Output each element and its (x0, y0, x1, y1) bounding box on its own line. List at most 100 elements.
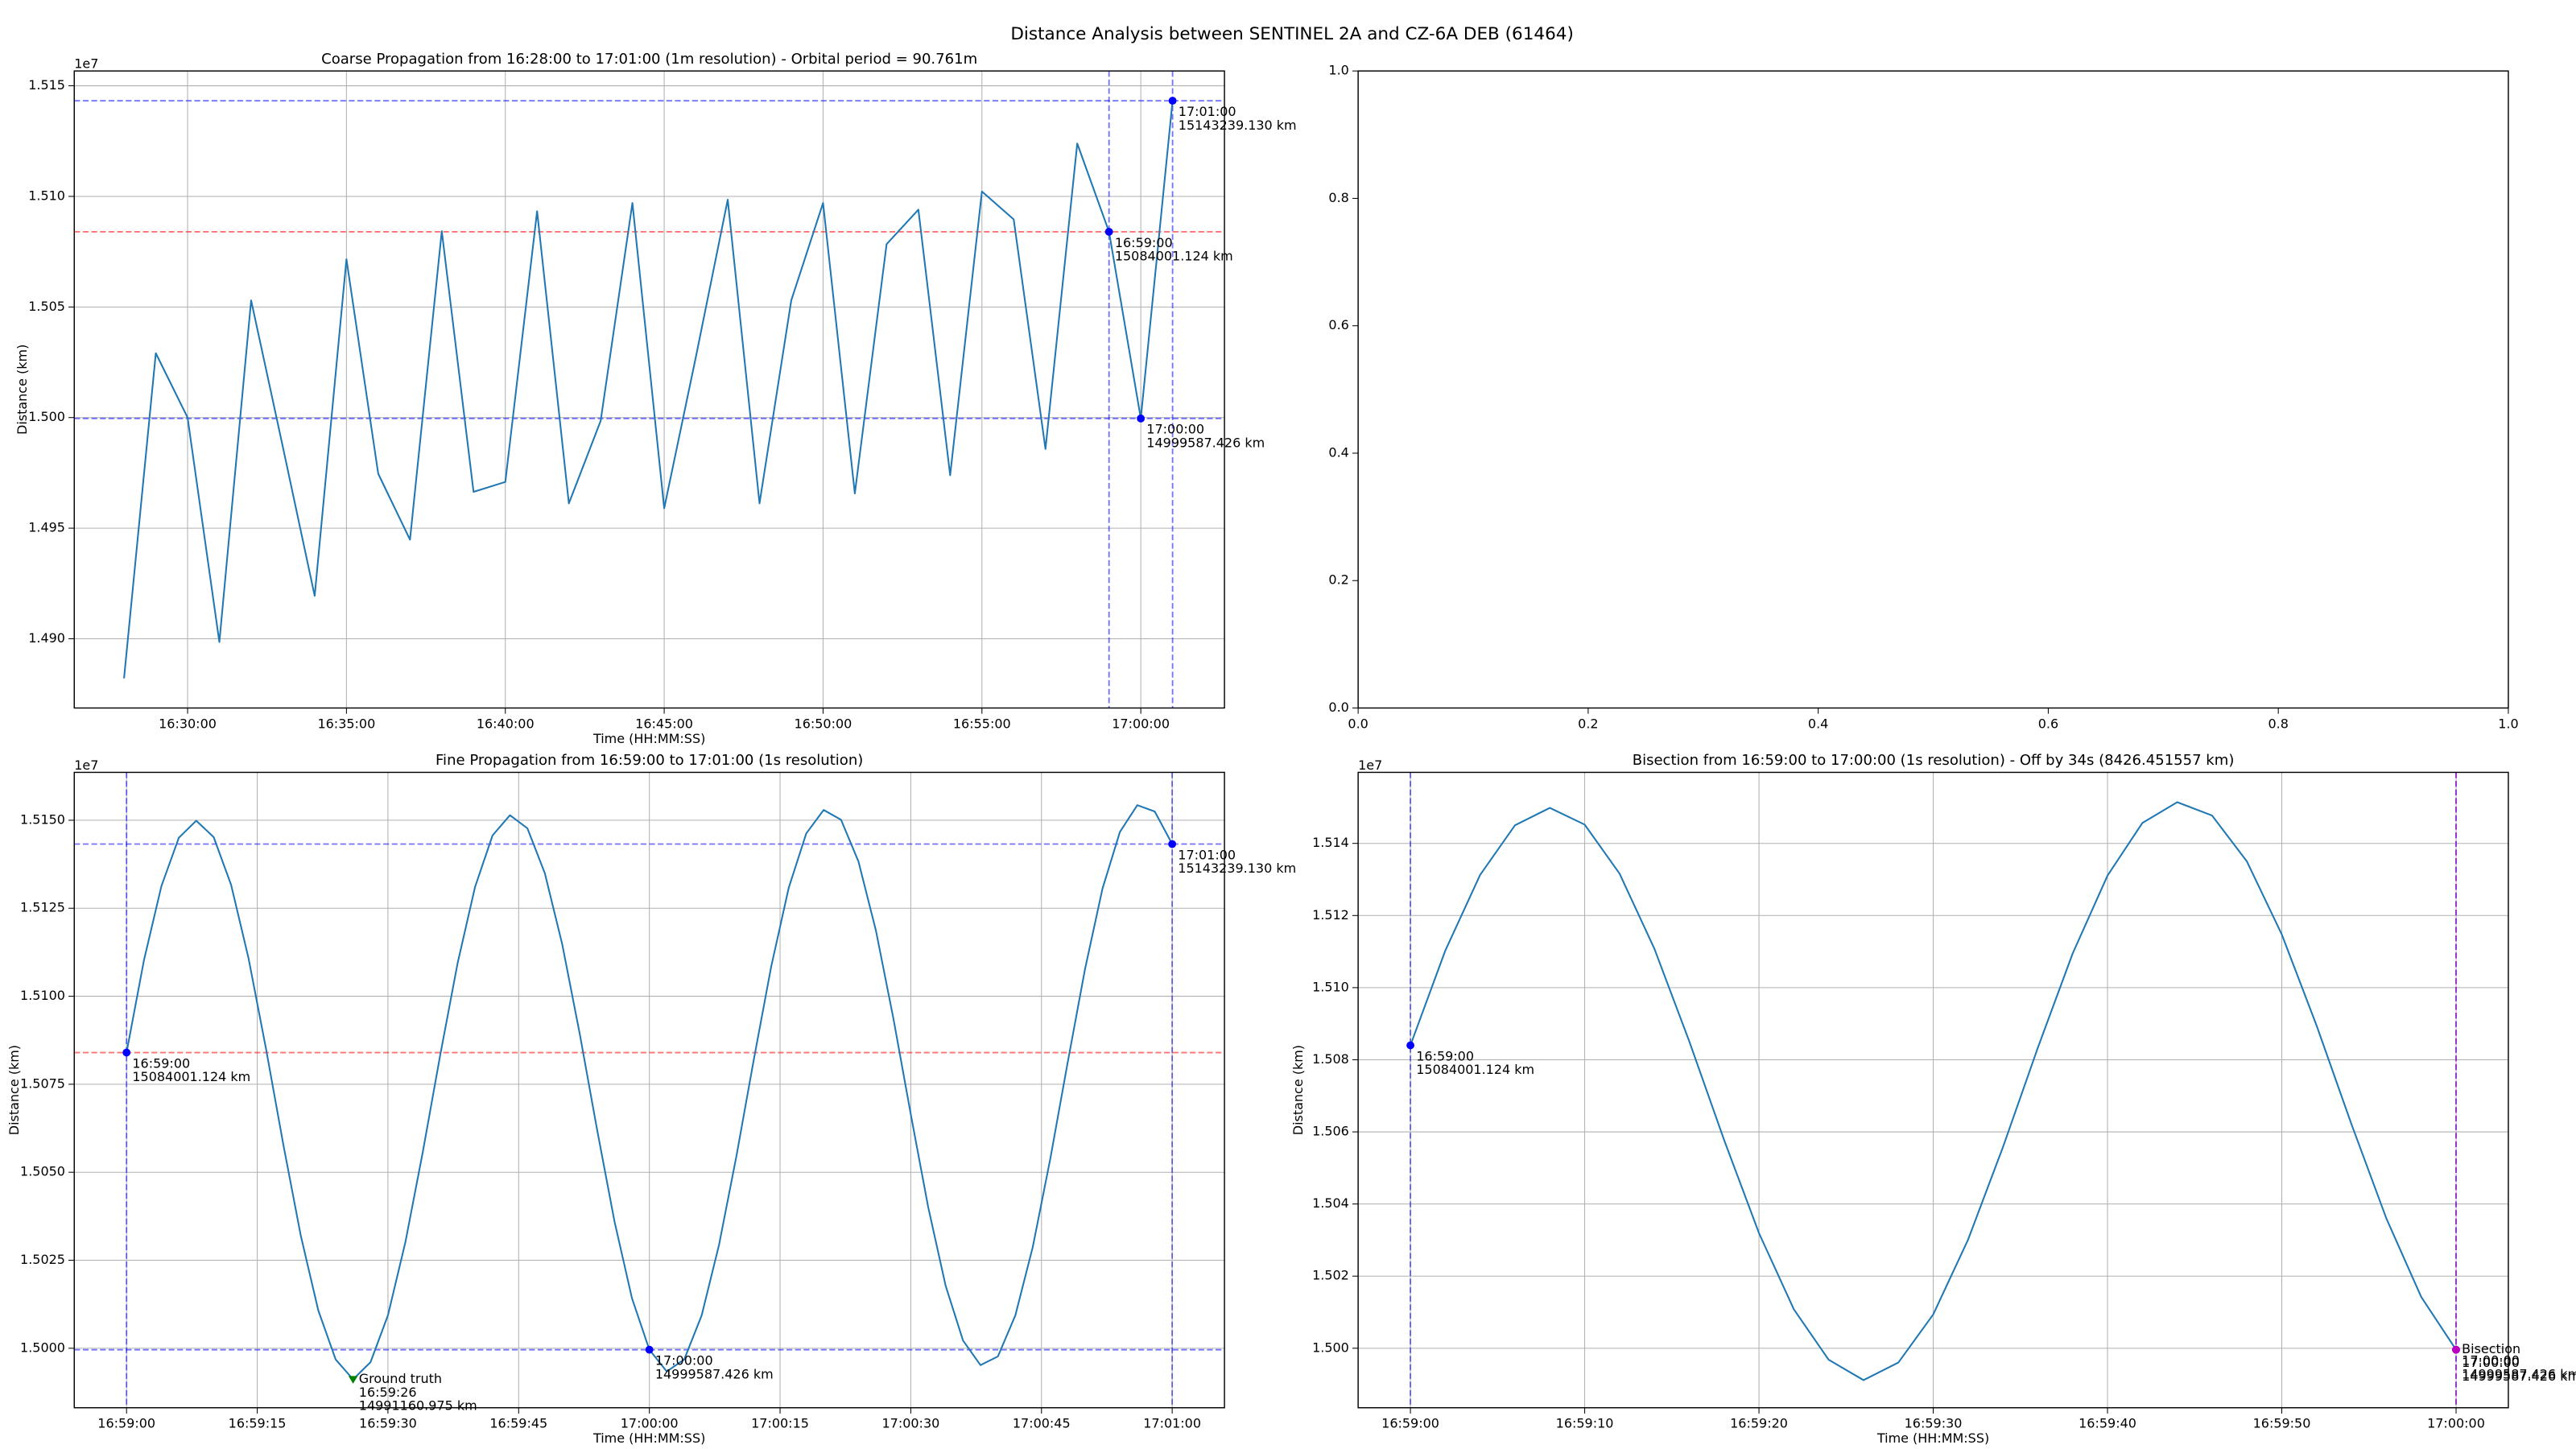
figure-title: Distance Analysis between SENTINEL 2A an… (1010, 24, 1574, 44)
y-tick-label: 1.495 (28, 520, 65, 535)
x-tick-label: 17:00:15 (751, 1416, 809, 1431)
axis-offset-text: 1e7 (74, 758, 98, 773)
annotation-time: 16:59:00 (1416, 1048, 1474, 1063)
axes: 16:59:00 16:59:15 16:59:30 16:59:45 17:00:00… (6, 752, 1296, 1446)
y-axis-label: Distance (km) (6, 1045, 22, 1135)
point-marker (348, 1376, 358, 1384)
y-tick-label: 1.500 (28, 409, 65, 424)
x-tick-label: 16:59:45 (489, 1416, 547, 1431)
annotation-time: 16:59:00 (1115, 235, 1173, 250)
x-axis-label: Time (HH:MM:SS) (1876, 1430, 1989, 1446)
annotation-time: 17:00:00 (2462, 1353, 2520, 1368)
x-tick-label: 0.4 (1808, 716, 1828, 731)
y-tick-label: 1.515 (28, 77, 65, 93)
axes-title: Coarse Propagation from 16:28:00 to 17:0… (321, 51, 977, 68)
point-marker (2452, 1345, 2460, 1354)
y-tick-label: 0.6 (1328, 317, 1348, 332)
axis-offset-text: 1e7 (74, 56, 98, 71)
y-tick-label: 1.512 (1312, 907, 1349, 923)
x-tick-label: 17:01:00 (1143, 1416, 1201, 1431)
y-tick-label: 1.5125 (20, 900, 65, 915)
y-tick-label: 1.506 (1312, 1124, 1349, 1139)
y-tick-label: 1.5075 (20, 1075, 65, 1091)
x-tick-label: 17:00:45 (1013, 1416, 1071, 1431)
y-tick-label: 1.0 (1328, 63, 1348, 78)
y-tick-label: 0.0 (1328, 700, 1348, 715)
annotation-time: 17:00:00 (2462, 1355, 2520, 1370)
axes: 16:30:00 16:35:00 16:40:00 16:45:00 16:50:00… (14, 51, 1296, 746)
y-tick-label: 1.504 (1312, 1195, 1349, 1211)
x-axis-label: Time (HH:MM:SS) (592, 731, 705, 746)
point-marker (1137, 414, 1146, 423)
point-marker (1168, 97, 1177, 105)
y-tick-label: 1.505 (28, 299, 65, 314)
annotation-time: 17:00:00 (655, 1353, 713, 1368)
point-marker (1168, 840, 1177, 848)
annotation-time: 16:59:00 (132, 1055, 190, 1071)
axes-frame (73, 70, 1225, 709)
y-tick-label: 1.5000 (20, 1340, 65, 1355)
axes-frame (73, 771, 1225, 1409)
annotation-value: 15143239.130 km (1178, 861, 1296, 876)
y-tick-label: 0.8 (1328, 190, 1348, 205)
x-tick-label: 16:59:15 (229, 1416, 287, 1431)
x-tick-label: 16:59:00 (1381, 1416, 1439, 1431)
annotation-time: 17:01:00 (1178, 847, 1236, 862)
y-axis-label: Distance (km) (14, 345, 30, 435)
annotation-value: 15084001.124 km (1416, 1062, 1534, 1077)
x-tick-label: 0.6 (2038, 716, 2058, 731)
x-tick-label: 17:00:30 (881, 1416, 939, 1431)
annotation-value: 15084001.124 km (132, 1069, 250, 1084)
annotation-value: 14999587.426 km (2462, 1368, 2576, 1384)
annotation-value: 14999587.426 km (2462, 1366, 2576, 1381)
x-tick-label: 16:59:20 (1730, 1416, 1788, 1431)
x-tick-label: 17:00:00 (2427, 1416, 2485, 1431)
x-tick-label: 1.0 (2498, 716, 2518, 731)
x-tick-label: 16:59:10 (1556, 1416, 1614, 1431)
x-tick-label: 16:45:00 (635, 716, 693, 731)
y-tick-label: 1.508 (1312, 1051, 1349, 1067)
x-tick-label: 16:59:00 (97, 1416, 155, 1431)
y-tick-label: 1.514 (1312, 835, 1349, 850)
point-marker (1406, 1041, 1414, 1050)
x-tick-label: 0.0 (1348, 716, 1368, 731)
y-tick-label: 1.510 (28, 188, 65, 203)
y-tick-label: 1.5150 (20, 811, 65, 827)
y-tick-label: 0.2 (1328, 572, 1348, 588)
x-tick-label: 16:40:00 (477, 716, 535, 731)
x-tick-label: 16:35:00 (317, 716, 375, 731)
axis-offset-text: 1e7 (1358, 758, 1382, 773)
x-tick-label: 17:00:00 (621, 1416, 679, 1431)
annotation-time: 17:00:00 (1146, 422, 1204, 437)
x-tick-label: 17:00:00 (1112, 716, 1170, 731)
x-tick-label: 16:59:30 (359, 1416, 417, 1431)
annotation-time: 17:01:00 (1179, 104, 1236, 119)
x-tick-label: 16:30:00 (159, 716, 217, 731)
y-tick-label: 1.5050 (20, 1164, 65, 1179)
annotation-value: 15143239.130 km (1179, 118, 1297, 133)
reference-lines (1410, 772, 2457, 1408)
axes-frame (1357, 771, 2509, 1409)
point-marker (645, 1345, 654, 1354)
y-axis-label: Distance (km) (1290, 1045, 1306, 1135)
axes: 16:59:00 16:59:10 16:59:20 16:59:30 16:59:40… (1290, 752, 2576, 1446)
axes: 0.0 0.2 0.4 0.6 0.8 1.0 0.0 0.2 0.4 0.6 0.8 1.0 (1328, 63, 2518, 732)
y-tick-label: 0.4 (1328, 444, 1348, 460)
annotation-label: Bisection (2462, 1341, 2520, 1356)
x-tick-label: 16:50:00 (795, 716, 852, 731)
data-line (123, 101, 1174, 679)
y-tick-label: 1.5025 (20, 1252, 65, 1267)
y-tick-label: 1.490 (28, 630, 65, 646)
x-tick-label: 16:59:50 (2253, 1416, 2311, 1431)
annotation-value: 14999587.426 km (1146, 436, 1265, 451)
reference-lines (74, 71, 1225, 708)
annotation-time: 16:59:26 (359, 1385, 417, 1400)
y-tick-label: 1.500 (1312, 1340, 1349, 1355)
data-line (1410, 801, 2457, 1381)
y-tick-label: 1.510 (1312, 979, 1349, 994)
annotation-label: Ground truth (359, 1371, 442, 1386)
point-marker (122, 1048, 131, 1057)
